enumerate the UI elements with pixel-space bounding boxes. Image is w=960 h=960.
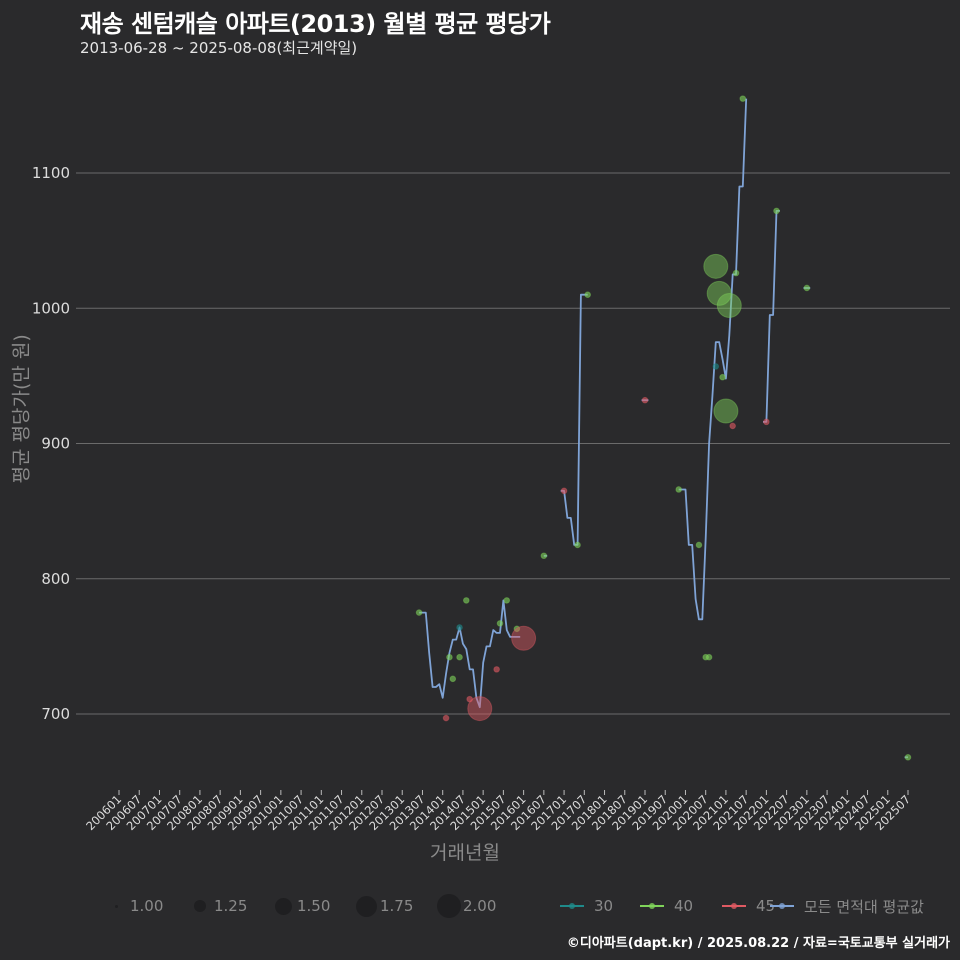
chart-title: 재송 센텀캐슬 아파트(2013) 월별 평균 평당가: [80, 10, 551, 38]
gridlines: [76, 172, 950, 715]
size-circle-icon: [114, 904, 118, 908]
data-point-40: [705, 653, 713, 661]
legend-color-item: 45: [722, 894, 775, 918]
y-tick-label: 1000: [32, 299, 70, 317]
data-point-40: [706, 280, 732, 306]
data-point-45: [560, 487, 568, 495]
legend-label: 1.25: [214, 897, 248, 915]
data-point-40: [449, 675, 457, 683]
data-point-40: [695, 541, 703, 549]
y-axis-label: 평균 평당가(만 원): [10, 334, 33, 484]
line-swatch-icon: [770, 903, 794, 909]
data-point-40: [503, 597, 511, 604]
legend-label: 2.00: [463, 897, 497, 915]
legend-label: 1.50: [297, 897, 331, 915]
data-point-40: [703, 253, 729, 279]
y-tick-label: 800: [41, 570, 70, 588]
data-point-45: [442, 714, 450, 722]
legend: 1.00 1.25 1.50 1.75 2.00 30 40 45 모든 면적대 평균값: [110, 894, 960, 918]
legend-label: 40: [674, 897, 694, 915]
legend-color-item: 40: [640, 894, 693, 918]
legend-size-item: 1.50: [274, 894, 331, 918]
data-point-40: [446, 653, 453, 661]
x-axis-label: 거래년월: [430, 842, 500, 864]
data-point-40: [584, 291, 591, 299]
y-tick-label: 1100: [32, 164, 70, 182]
y-tick-label: 700: [41, 705, 70, 723]
data-point-45: [729, 422, 736, 430]
data-point-40: [732, 269, 740, 277]
data-point-40: [574, 541, 581, 549]
legend-label: 모든 면적대 평균값: [804, 897, 924, 916]
average-line-segment: [763, 209, 780, 423]
data-points: [415, 95, 912, 761]
average-line-segment: [419, 599, 521, 709]
legend-label: 1.75: [380, 897, 414, 915]
average-line-segment: [678, 98, 748, 621]
source-caption: ©디아파트(dapt.kr) / 2025.08.22 / 자료=국토교통부 실…: [566, 936, 950, 951]
data-point-40: [462, 597, 470, 604]
legend-label: 30: [594, 897, 614, 915]
chart-subtitle: 2013-06-28 ~ 2025-08-08(최근계약일): [80, 39, 358, 57]
size-circle-icon: [194, 900, 206, 912]
data-point-40: [713, 398, 739, 424]
average-line: [419, 98, 908, 759]
data-point-40: [456, 653, 463, 661]
legend-size-item: 1.00: [110, 894, 163, 918]
size-circle-icon: [355, 895, 377, 917]
line-swatch-icon: [722, 903, 746, 909]
data-point-45: [641, 396, 649, 404]
legend-color-item: 모든 면적대 평균값: [770, 894, 924, 918]
data-point-40: [773, 207, 780, 215]
legend-color-item: 30: [560, 894, 613, 918]
legend-label: 45: [756, 897, 776, 915]
size-circle-icon: [437, 894, 461, 918]
data-point-40: [904, 753, 912, 761]
data-point-40: [415, 609, 423, 616]
data-point-45: [763, 418, 770, 426]
data-point-30: [712, 363, 720, 370]
legend-size-item: 2.00: [437, 894, 497, 918]
y-tick-label: 900: [41, 435, 70, 453]
data-point-40: [540, 552, 548, 560]
y-axis-ticks: 700 800 900 1000 1100: [32, 164, 70, 723]
data-point-40: [675, 486, 683, 493]
legend-label: 1.00: [130, 897, 164, 915]
data-point-45: [467, 696, 493, 722]
legend-size-item: 1.75: [355, 894, 414, 918]
data-point-40: [716, 293, 742, 319]
data-point-40: [739, 95, 747, 102]
data-point-40: [496, 620, 504, 627]
data-point-40: [803, 284, 811, 292]
legend-size-item: 1.25: [194, 894, 247, 918]
data-point-30: [456, 624, 463, 631]
line-swatch-icon: [640, 903, 664, 909]
line-swatch-icon: [560, 903, 584, 909]
x-axis-ticks: 2006012006072007012007072008012008072009…: [83, 790, 913, 833]
data-point-45: [511, 625, 537, 651]
data-point-40: [513, 625, 521, 633]
size-circle-icon: [274, 897, 292, 915]
average-line-segment: [560, 293, 588, 546]
data-point-40: [719, 373, 726, 381]
data-point-45: [466, 695, 473, 703]
data-point-45: [493, 666, 500, 673]
